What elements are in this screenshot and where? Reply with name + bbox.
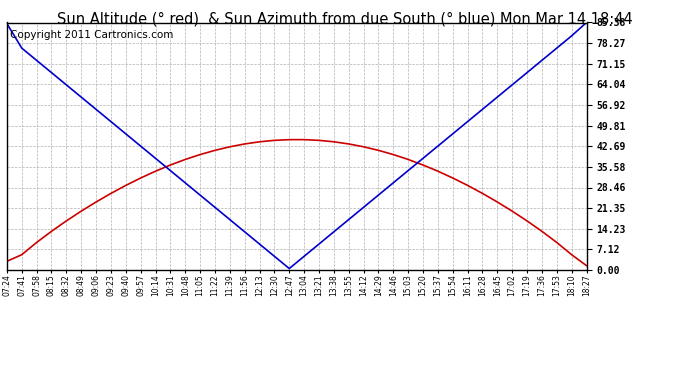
Text: Sun Altitude (° red)  & Sun Azimuth from due South (° blue) Mon Mar 14 18:44: Sun Altitude (° red) & Sun Azimuth from … xyxy=(57,11,633,26)
Text: Copyright 2011 Cartronics.com: Copyright 2011 Cartronics.com xyxy=(10,30,173,40)
